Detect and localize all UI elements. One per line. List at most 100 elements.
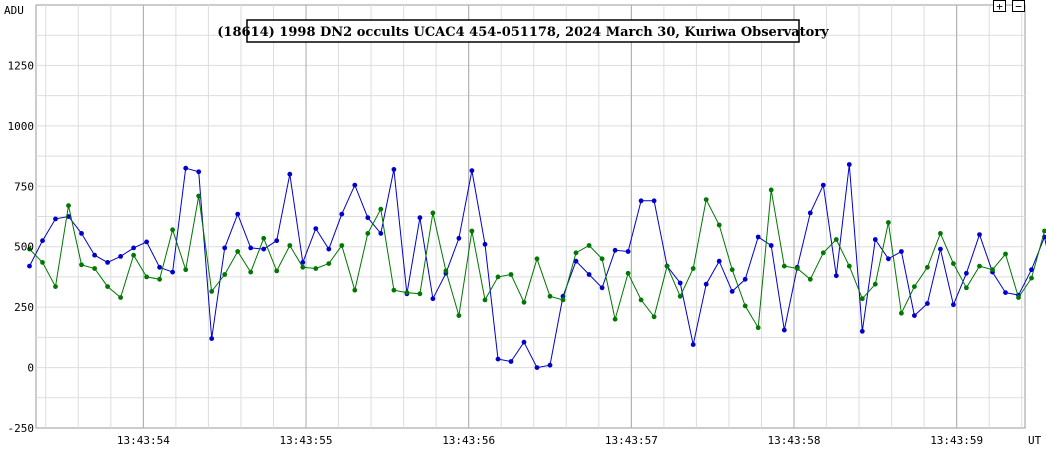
y-tick-label: 500	[14, 241, 34, 254]
series-1-point	[378, 231, 384, 236]
series-1-point	[755, 234, 761, 240]
series-1-point	[92, 252, 97, 258]
series-2-point	[833, 237, 839, 242]
series-2-point	[391, 287, 397, 293]
series-1-point	[742, 276, 748, 282]
series-2-point	[92, 266, 97, 271]
series-1-point	[157, 264, 163, 270]
series-2-point	[417, 291, 423, 297]
series-2-point	[755, 325, 761, 331]
series-2-point	[781, 263, 787, 269]
series-1-point	[118, 254, 123, 259]
grid-lines	[36, 5, 1025, 428]
series-1-point	[768, 243, 774, 248]
series-2-point	[170, 227, 176, 233]
series-2-point	[573, 250, 579, 256]
x-tick-label: 13:43:58	[768, 434, 821, 447]
series-2-point	[534, 256, 540, 262]
x-tick-label: 13:43:54	[117, 434, 170, 447]
y-tick-label: 250	[14, 301, 34, 314]
zoom-out-button[interactable]: −	[1012, 0, 1025, 12]
series-2-point	[157, 276, 163, 282]
series-2-point	[27, 246, 32, 252]
series-1-point	[391, 167, 397, 172]
series-2-point	[443, 268, 449, 274]
series-2-point	[105, 284, 110, 289]
series-1-point	[508, 359, 514, 364]
series-2-point	[352, 287, 358, 293]
series-1-point	[274, 238, 280, 244]
series-2-line	[29, 189, 1046, 330]
series-1-point	[807, 210, 813, 216]
series-2-point	[144, 274, 150, 280]
series-2-point	[378, 206, 384, 212]
y-tick-labels: -250 0 250 500 750 1000 1250	[8, 59, 35, 435]
series-2-point	[846, 263, 852, 269]
series-1-point	[625, 249, 631, 254]
series-layer	[27, 162, 1046, 370]
series-2-point	[222, 272, 228, 277]
series-2-point	[287, 243, 293, 248]
series-1-point	[938, 246, 943, 252]
series-2-point	[183, 267, 189, 273]
series-2-point	[912, 284, 917, 289]
series-2-point	[651, 314, 657, 320]
series-1-point	[521, 339, 527, 345]
series-2-point	[938, 231, 943, 236]
x-tick-label: 13:43:57	[605, 434, 658, 447]
series-1-point	[144, 239, 150, 245]
series-2-point	[951, 261, 956, 266]
series-1-point	[79, 231, 84, 236]
series-2-point	[886, 220, 891, 225]
series-2-point	[560, 297, 566, 303]
x-tick-label: 13:43:55	[280, 434, 333, 447]
series-2-point	[1042, 228, 1046, 234]
series-2-point	[456, 313, 462, 318]
series-1-point	[833, 273, 839, 279]
y-tick-label: 1000	[8, 120, 35, 133]
chart-title-box	[246, 19, 800, 43]
series-2-point	[807, 276, 813, 282]
series-2-point	[248, 269, 254, 275]
series-2-point	[469, 228, 475, 234]
series-1-point	[638, 198, 644, 204]
series-2-point	[586, 243, 592, 248]
series-1-point	[859, 328, 865, 334]
series-2-point	[638, 297, 644, 303]
series-2-point	[300, 264, 306, 270]
series-1-point	[27, 263, 32, 269]
series-2-point	[1016, 295, 1021, 300]
series-1-point	[482, 241, 488, 247]
series-1-point	[196, 169, 202, 175]
series-1-point	[925, 301, 930, 306]
series-1-point	[326, 246, 332, 252]
series-1-point	[287, 171, 293, 177]
zoom-in-button[interactable]: +	[993, 0, 1006, 12]
series-2-point	[131, 252, 137, 258]
series-1-point	[300, 260, 306, 265]
series-1-point	[690, 342, 696, 347]
series-1-point	[964, 270, 969, 276]
series-2-point	[118, 295, 123, 300]
series-2-point	[495, 274, 501, 280]
series-2-point	[964, 285, 969, 291]
series-2-point	[690, 266, 696, 271]
series-2-point	[612, 316, 618, 322]
series-1-point	[456, 235, 462, 241]
x-tick-labels: 13:43:54 13:43:55 13:43:56 13:43:57 13:43:58…	[117, 434, 983, 447]
series-2-point	[925, 264, 930, 270]
series-1-point	[365, 215, 371, 221]
series-1-point	[352, 182, 358, 188]
y-tick-label: 750	[14, 180, 34, 193]
chart-title: (18614) 1998 DN2 occults UCAC4 454-05117…	[217, 25, 829, 40]
series-1-point	[729, 289, 735, 294]
series-1-point	[977, 232, 982, 238]
series-2-point	[872, 281, 878, 287]
series-1-point	[261, 246, 267, 252]
series-1-point	[313, 226, 319, 232]
series-1-point	[235, 211, 241, 217]
series-1-point	[886, 256, 891, 262]
x-tick-label: 13:43:59	[930, 434, 983, 447]
series-2-point	[313, 266, 319, 271]
series-1-point	[105, 260, 110, 265]
